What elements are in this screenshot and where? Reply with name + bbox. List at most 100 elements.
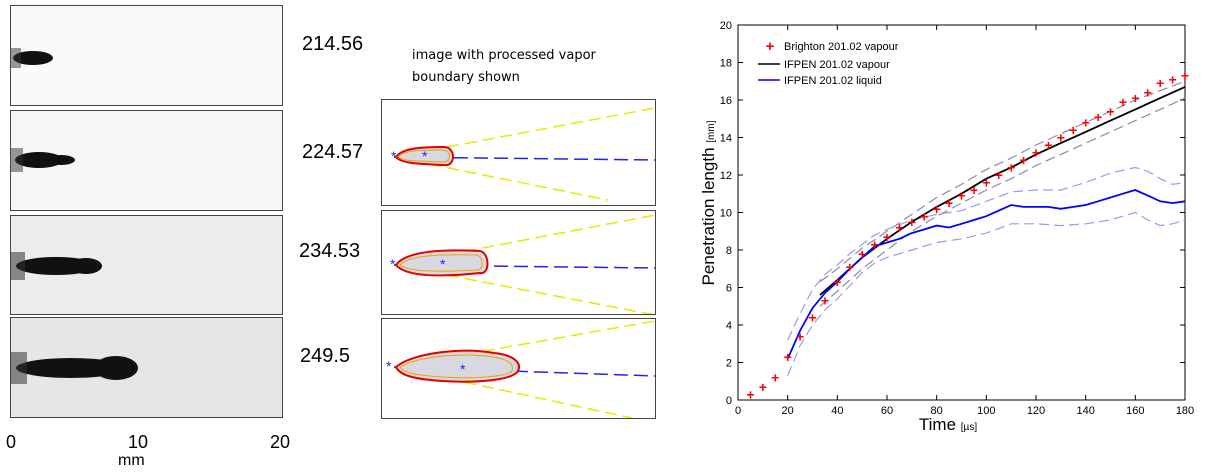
data-point-marker: + xyxy=(957,188,965,204)
y-axis-label: Penetration length [mm] xyxy=(699,120,718,285)
data-point-marker: + xyxy=(821,293,829,309)
data-point-marker: + xyxy=(759,379,767,395)
caption-line-2: boundary shown xyxy=(412,70,520,85)
x-tick-label: 160 xyxy=(1126,405,1144,417)
y-tick-label: 2 xyxy=(726,358,732,370)
x-tick-label: 0 xyxy=(735,405,741,417)
y-axis-unit: [mm] xyxy=(706,120,717,142)
series-line xyxy=(786,189,1186,360)
data-point-marker: + xyxy=(1156,75,1164,91)
legend-marker-brighton: + xyxy=(766,38,775,55)
legend: + Brighton 201.02 vapour IFPEN 201.02 va… xyxy=(758,38,899,87)
time-label-4: 249.5 xyxy=(300,345,351,367)
svg-text:*: * xyxy=(390,256,396,272)
plot-area xyxy=(737,24,1186,401)
boundary-frame-3: * * xyxy=(381,318,656,419)
band-upper-line xyxy=(787,166,1186,341)
series-line xyxy=(819,86,1186,296)
time-label-2: 224.57 xyxy=(302,141,364,163)
mm-tick-0: 0 xyxy=(6,432,17,452)
data-point-marker: + xyxy=(1082,115,1090,131)
x-tick-label: 180 xyxy=(1176,405,1194,417)
data-point-marker: + xyxy=(1106,103,1114,119)
time-label-1: 214.56 xyxy=(302,33,364,55)
x-tick-label: 80 xyxy=(931,405,943,417)
data-point-marker: + xyxy=(908,214,916,230)
legend-label-brighton: Brighton 201.02 vapour xyxy=(784,41,899,53)
band-upper-line xyxy=(819,80,1186,283)
svg-text:*: * xyxy=(391,148,397,164)
x-axis-unit: [µs] xyxy=(961,422,978,433)
data-point-marker: + xyxy=(808,310,816,326)
x-axis-label-text: Time xyxy=(919,415,956,434)
mm-axis-unit: mm xyxy=(118,452,145,469)
data-point-marker: + xyxy=(1044,137,1052,153)
spray-image-1 xyxy=(11,48,53,68)
x-tick-label: 60 xyxy=(881,405,893,417)
data-point-marker: + xyxy=(1019,152,1027,168)
spray-frame-3 xyxy=(10,215,283,315)
caption-line-1: image with processed vapor xyxy=(412,48,596,63)
data-point-marker: + xyxy=(1119,94,1127,110)
boundary-frame-2: * * xyxy=(381,210,656,315)
mm-tick-20: 20 xyxy=(270,432,291,452)
legend-label-ifpen-liquid: IFPEN 201.02 liquid xyxy=(784,75,882,87)
boundary-frame-1: * * xyxy=(381,99,656,206)
y-tick-label: 6 xyxy=(726,283,732,295)
penetration-chart: + ++++++++++ ++ + + + + + + + + + + + + + + + + ++ + ++ + + 0 20… xyxy=(699,20,1194,434)
spray-image-2 xyxy=(11,148,75,172)
spray-frame-1 xyxy=(10,5,283,106)
data-point-marker: + xyxy=(1057,130,1065,146)
y-tick-label: 0 xyxy=(726,395,732,407)
data-point-marker: + xyxy=(895,220,903,236)
data-point-marker: + xyxy=(883,229,891,245)
x-tick-label: 100 xyxy=(977,405,995,417)
y-tick-label: 16 xyxy=(720,95,732,107)
time-label-3: 234.53 xyxy=(299,240,361,262)
y-tick-label: 14 xyxy=(720,133,732,145)
data-point-marker: + xyxy=(858,246,866,262)
data-point-marker: + xyxy=(1007,160,1015,176)
data-point-marker: + xyxy=(796,328,804,344)
svg-text:*: * xyxy=(440,256,446,272)
band-lower-line xyxy=(819,97,1186,307)
data-point-marker: + xyxy=(771,370,779,386)
data-point-marker: + xyxy=(833,274,841,290)
svg-text:*: * xyxy=(460,361,466,377)
data-point-marker: + xyxy=(746,386,754,402)
data-point-marker: + xyxy=(970,182,978,198)
data-point-marker: + xyxy=(945,195,953,211)
x-tick-label: 40 xyxy=(831,405,843,417)
data-point-marker: + xyxy=(982,175,990,191)
data-point-marker: + xyxy=(1131,90,1139,106)
data-point-marker: + xyxy=(1168,71,1176,87)
spray-image-3 xyxy=(11,252,102,280)
spray-frame-4 xyxy=(10,317,283,418)
y-tick-label: 18 xyxy=(720,58,732,70)
svg-text:*: * xyxy=(422,148,428,164)
svg-text:*: * xyxy=(386,358,392,374)
data-point-marker: + xyxy=(933,201,941,217)
data-point-marker: + xyxy=(995,167,1003,183)
boundary-image-3: * * xyxy=(386,320,655,418)
caption: image with processed vapor boundary show… xyxy=(412,45,596,89)
data-point-marker: + xyxy=(1032,145,1040,161)
data-point-marker: + xyxy=(1181,68,1189,84)
data-point-marker: + xyxy=(784,349,792,365)
data-point-marker: + xyxy=(1094,109,1102,125)
y-tick-label: 20 xyxy=(720,20,732,32)
mm-tick-10: 10 xyxy=(128,432,149,452)
x-tick-label: 20 xyxy=(782,405,794,417)
y-tick-label: 8 xyxy=(726,245,732,257)
data-point-marker: + xyxy=(920,208,928,224)
spray-image-4 xyxy=(11,352,138,384)
data-point-marker: + xyxy=(1069,122,1077,138)
y-tick-label: 4 xyxy=(726,320,732,332)
x-tick-label: 120 xyxy=(1027,405,1045,417)
boundary-image-1: * * xyxy=(391,107,655,201)
y-axis-label-text: Penetration length xyxy=(699,147,718,285)
data-point-marker: + xyxy=(846,259,854,275)
y-tick-label: 10 xyxy=(720,208,732,220)
spray-frame-2 xyxy=(10,110,283,211)
boundary-image-2: * * xyxy=(390,214,655,314)
